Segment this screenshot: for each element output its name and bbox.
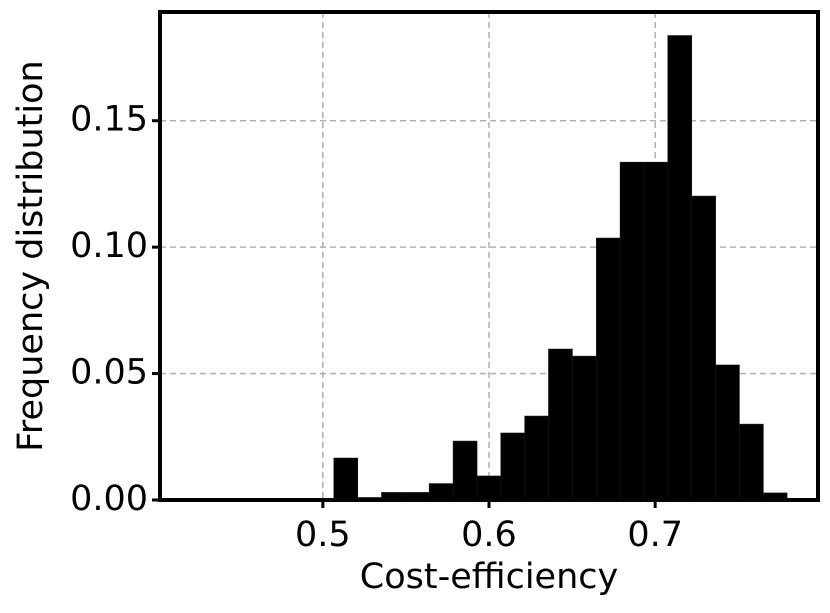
bar bbox=[548, 348, 573, 501]
y-axis-label: Frequency distribution bbox=[11, 60, 51, 451]
bar bbox=[715, 364, 740, 501]
x-axis-label: Cost-efficiency bbox=[360, 557, 618, 597]
bar bbox=[428, 483, 454, 501]
y-tick-label: 0.05 bbox=[70, 353, 148, 393]
y-tick-label: 0.15 bbox=[70, 100, 148, 140]
x-tick-label: 0.5 bbox=[295, 515, 351, 555]
bar bbox=[500, 432, 526, 501]
bar bbox=[619, 161, 645, 501]
y-tick-label: 0.00 bbox=[70, 479, 148, 519]
bar bbox=[524, 415, 549, 501]
plot-frame bbox=[158, 10, 820, 502]
x-tick-label: 0.7 bbox=[627, 515, 683, 555]
bar bbox=[452, 440, 478, 501]
bar bbox=[691, 195, 716, 501]
bar bbox=[643, 161, 669, 501]
x-tick-label: 0.6 bbox=[461, 515, 517, 555]
bar bbox=[333, 457, 359, 501]
y-tick-label: 0.10 bbox=[70, 226, 148, 266]
bar bbox=[476, 475, 502, 501]
bar bbox=[572, 355, 597, 501]
bar bbox=[739, 423, 764, 501]
bar bbox=[667, 35, 693, 501]
bar bbox=[596, 237, 621, 501]
